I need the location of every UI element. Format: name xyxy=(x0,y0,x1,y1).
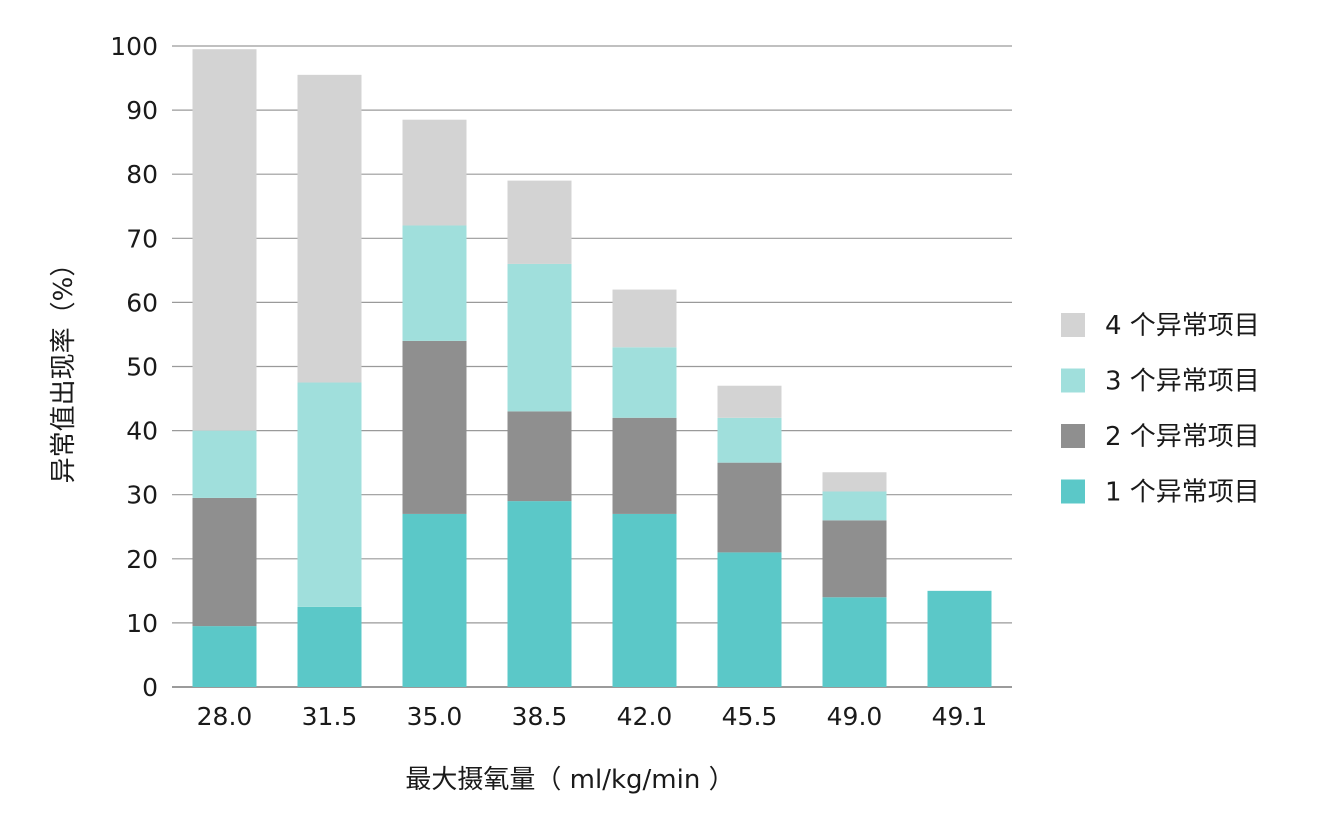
bar-segment xyxy=(927,590,992,687)
y-tick-label: 80 xyxy=(126,160,158,189)
y-tick-label: 40 xyxy=(126,417,158,446)
y-tick-label: 0 xyxy=(142,673,158,702)
y-tick-label: 60 xyxy=(126,288,158,317)
y-tick-label: 10 xyxy=(126,609,158,638)
y-tick-label: 100 xyxy=(110,32,158,61)
legend-label: 3 个异常项目 xyxy=(1105,367,1260,397)
bar-segment xyxy=(612,513,677,687)
x-tick-label: 31.5 xyxy=(302,702,358,731)
bar-segment xyxy=(192,497,257,627)
y-tick-label: 70 xyxy=(126,224,158,253)
legend-swatch xyxy=(1061,313,1085,337)
bar-segment xyxy=(192,626,257,687)
legend-swatch xyxy=(1061,368,1085,393)
x-tick-label: 49.1 xyxy=(932,702,988,731)
legend-label: 4 个异常项目 xyxy=(1105,311,1260,341)
y-tick-label: 20 xyxy=(126,545,158,574)
bar-segment xyxy=(297,606,362,687)
x-tick-label: 42.0 xyxy=(617,702,673,731)
bar-segment xyxy=(402,119,467,226)
x-tick-label: 45.5 xyxy=(722,702,778,731)
y-axis-title: 异常值出现率（%） xyxy=(49,251,79,484)
bar-segment xyxy=(297,382,362,607)
bar-segment xyxy=(717,417,782,463)
x-tick-label: 49.0 xyxy=(827,702,883,731)
y-tick-label: 50 xyxy=(126,353,158,382)
legend-swatch xyxy=(1061,424,1085,448)
x-tick-label: 35.0 xyxy=(407,702,463,731)
x-axis-title: 最大摄氧量（ ml/kg/min ） xyxy=(405,765,734,795)
x-tick-label: 38.5 xyxy=(512,702,568,731)
bar-segment xyxy=(507,263,572,412)
bar-segment xyxy=(402,225,467,341)
bar-segment xyxy=(717,462,782,553)
y-tick-label: 30 xyxy=(126,481,158,510)
bar-segment xyxy=(507,180,572,264)
bar-segment xyxy=(612,347,677,418)
legend-swatch xyxy=(1061,479,1085,504)
bar-segment xyxy=(822,491,887,521)
bar-segment xyxy=(822,472,887,492)
bar-segment xyxy=(297,74,362,383)
bar-segment xyxy=(612,289,677,348)
bar-segment xyxy=(192,49,257,431)
bar-segment xyxy=(822,520,887,598)
bar-segment xyxy=(822,597,887,687)
legend: 4 个异常项目 3 个异常项目 2 个异常项目 1 个异常项目 xyxy=(1061,311,1260,508)
x-tick-label: 28.0 xyxy=(197,702,253,731)
axes: 0 10 20 30 40 50 60 70 80 90 100 28.0 31.5 35.0 38.5 42… xyxy=(110,32,987,731)
y-tick-label: 90 xyxy=(126,96,158,125)
legend-label: 1 个异常项目 xyxy=(1105,478,1260,508)
bar-segment xyxy=(507,411,572,502)
bar-segment xyxy=(402,340,467,514)
bar-segment xyxy=(507,501,572,687)
legend-label: 2 个异常项目 xyxy=(1105,422,1260,452)
bar-segment xyxy=(402,513,467,687)
bars xyxy=(192,49,992,687)
bar-segment xyxy=(717,552,782,687)
bar-segment xyxy=(717,385,782,418)
bar-segment xyxy=(612,417,677,514)
bar-segment xyxy=(192,430,257,498)
